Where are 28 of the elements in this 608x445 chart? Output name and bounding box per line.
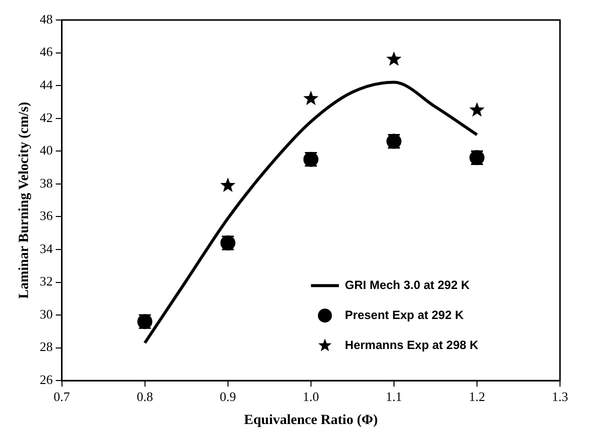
- legend-label: Present Exp at 292 K: [344, 308, 464, 322]
- y-tick-label: 38: [40, 175, 53, 190]
- x-tick-label: 1.0: [302, 388, 320, 404]
- x-tick-label: 1.1: [386, 388, 402, 404]
- x-axis-title: Equivalence Ratio (Φ): [244, 413, 378, 428]
- y-tick-label: 26: [40, 372, 54, 388]
- point: [303, 90, 319, 106]
- legend-label: GRI Mech 3.0 at 292 K: [344, 278, 470, 292]
- point: [220, 178, 236, 192]
- x-tick-label: 1.2: [468, 388, 486, 404]
- y-tick-label: 32: [40, 274, 53, 289]
- y-axis-title: Laminar Burning Velocity (cm/s): [17, 102, 32, 299]
- x-tick-label: 0.7: [54, 388, 70, 404]
- y-tick-label: 34: [40, 240, 54, 256]
- x-tick-label: 1.3: [552, 388, 568, 404]
- y-tick-label: 46: [40, 44, 54, 60]
- x-tick-label: 0.9: [220, 388, 236, 404]
- y-tick-label: 36: [40, 208, 54, 224]
- y-tick-label: 28: [40, 339, 53, 354]
- point: [469, 102, 485, 117]
- y-tick-label: 30: [40, 306, 53, 322]
- legend-label: Hermanns Exp at 298 K: [344, 338, 479, 352]
- y-tick-label: 42: [40, 110, 53, 125]
- y-tick-label: 40: [40, 142, 53, 158]
- x-tick-label: 0.8: [136, 388, 153, 404]
- y-tick-label: 48: [40, 11, 53, 26]
- y-tick-label: 44: [40, 76, 54, 92]
- point: [386, 51, 402, 66]
